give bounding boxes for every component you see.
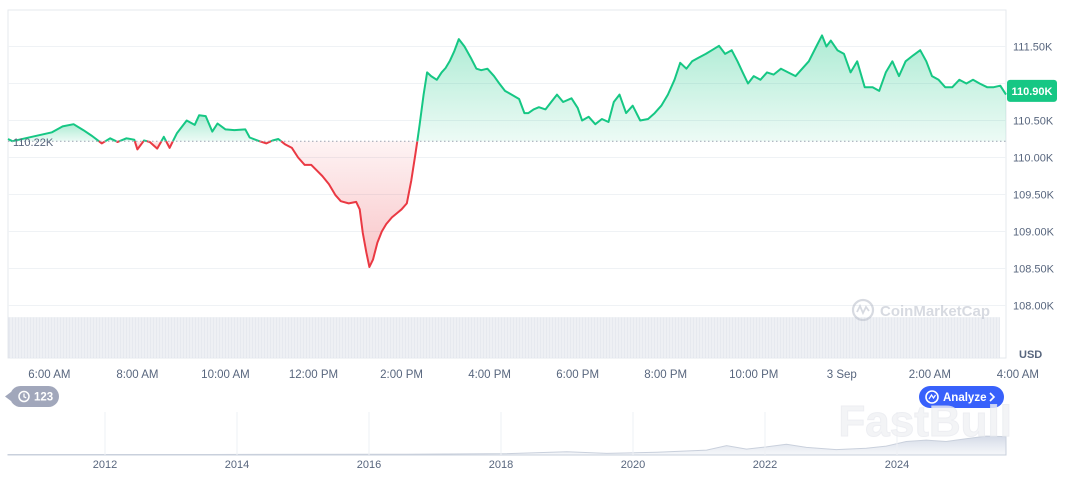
clock-face-icon xyxy=(18,390,30,403)
analyze-button-bg[interactable] xyxy=(919,386,1004,408)
x-tick-label: 8:00 PM xyxy=(644,369,687,381)
analyze-ring-icon xyxy=(925,390,939,404)
range-year-label: 2014 xyxy=(225,459,249,471)
history-badge-pointer xyxy=(5,392,11,401)
x-tick-label: 4:00 PM xyxy=(468,369,511,381)
area-above-baseline xyxy=(417,35,1006,142)
price-line-up xyxy=(119,137,136,143)
range-year-label: 2024 xyxy=(885,459,909,471)
coinmarketcap-logo-icon xyxy=(851,298,875,322)
analyze-button[interactable]: Analyze xyxy=(919,386,1004,408)
area-above-baseline xyxy=(172,115,260,142)
price-line-up xyxy=(172,114,260,143)
history-clock-icon xyxy=(18,390,30,403)
area-below-baseline xyxy=(281,141,418,267)
price-line-down xyxy=(98,140,106,145)
analyze-icon xyxy=(925,390,939,404)
corner-watermark: FastBull xyxy=(838,397,1013,447)
current-price-label: 110.90K xyxy=(1012,86,1053,98)
price-line-up xyxy=(104,137,117,143)
current-price-badge xyxy=(1007,79,1057,102)
coinmarketcap-logo-mark-icon xyxy=(856,303,870,316)
x-tick-label: 6:00 PM xyxy=(556,369,599,381)
price-line-up xyxy=(416,34,1007,142)
watermark-brand-text: CoinMarketCap xyxy=(880,303,990,320)
x-tick-label: 2:00 PM xyxy=(380,369,423,381)
y-tick-label: 110.50K xyxy=(1013,116,1054,128)
x-tick-label: 10:00 PM xyxy=(729,369,778,381)
x-tick-label: 2:00 AM xyxy=(909,369,951,381)
price-line-down xyxy=(280,140,419,268)
clock-hands-icon xyxy=(23,393,27,399)
chevron-right-icon xyxy=(989,392,996,402)
range-year-label: 2012 xyxy=(93,459,117,471)
x-tick-label: 8:00 AM xyxy=(116,369,158,381)
y-axis-unit: USD xyxy=(1019,349,1042,361)
price-line-down xyxy=(133,140,145,151)
baseline-label: 110.22K xyxy=(13,137,54,149)
price-line-down xyxy=(259,140,272,145)
price-line-up xyxy=(270,138,282,143)
corner-watermark-text: FastBull xyxy=(838,397,1012,446)
history-badge-count: 123 xyxy=(34,392,53,404)
range-history-area xyxy=(7,435,1007,456)
analyze-pulse-icon xyxy=(928,393,936,400)
analyze-button-label: Analyze xyxy=(943,392,986,404)
history-badge-button[interactable]: 123 xyxy=(5,386,59,407)
y-tick-label: 110.00K xyxy=(1013,153,1054,165)
range-year-label: 2020 xyxy=(621,459,645,471)
y-tick-label: 108.00K xyxy=(1013,301,1055,313)
x-tick-label: 6:00 AM xyxy=(28,369,70,381)
price-line-down xyxy=(165,140,174,149)
range-year-label: 2018 xyxy=(489,459,513,471)
y-tick-label: 109.00K xyxy=(1013,227,1055,239)
x-tick-label: 3 Sep xyxy=(827,369,857,381)
range-year-label: 2022 xyxy=(753,459,777,471)
area-above-baseline xyxy=(8,124,99,142)
x-tick-label: 10:00 AM xyxy=(201,369,250,381)
watermark: CoinMarketCap xyxy=(851,298,990,322)
x-tick-label: 4:00 AM xyxy=(997,369,1039,381)
price-line-up xyxy=(160,135,167,142)
x-tick-label: 12:00 PM xyxy=(289,369,338,381)
y-tick-label: 108.50K xyxy=(1013,264,1055,276)
range-year-label: 2016 xyxy=(357,459,381,471)
price-line-up xyxy=(142,139,148,143)
price-line-up xyxy=(7,123,100,143)
y-tick-label: 109.50K xyxy=(1013,190,1055,202)
y-tick-label: 111.50K xyxy=(1013,42,1053,54)
